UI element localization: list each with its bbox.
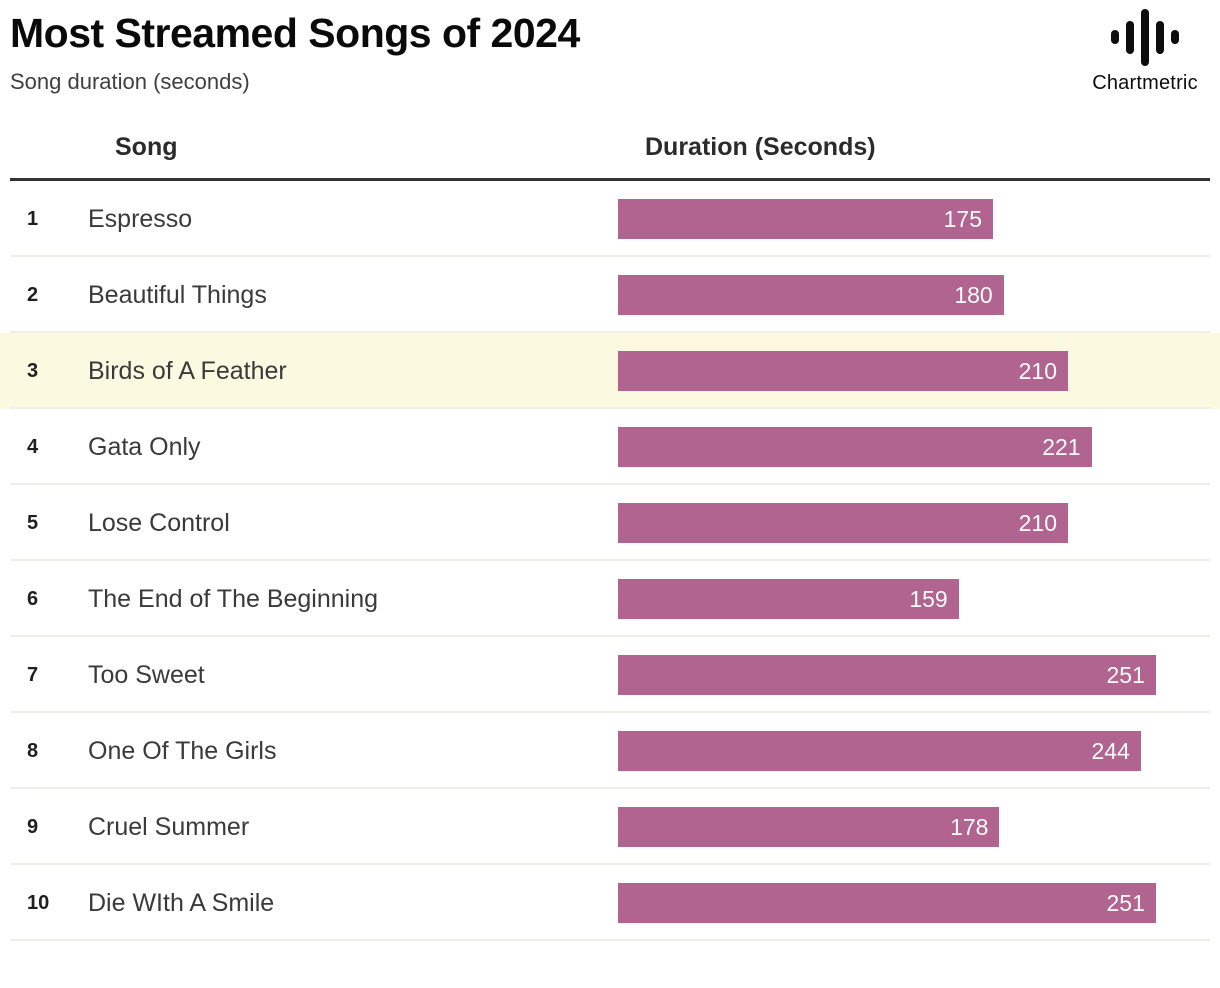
duration-bar: 210 <box>618 351 1069 392</box>
duration-bar-track: 175 <box>618 199 1183 240</box>
song-duration-table: Song Duration (Seconds) 1 Espresso 175 2… <box>0 115 1220 942</box>
row-rank: 2 <box>27 283 39 306</box>
table-body: 1 Espresso 175 2 Beautiful Things 180 3 … <box>0 181 1220 942</box>
row-rank: 4 <box>27 435 39 458</box>
duration-bar: 244 <box>618 731 1141 772</box>
duration-value-label: 210 <box>1018 509 1058 536</box>
chart-header: Most Streamed Songs of 2024 Song duratio… <box>0 0 1220 95</box>
duration-bar: 221 <box>618 427 1092 468</box>
duration-bar: 251 <box>618 883 1156 924</box>
brand-logo: Chartmetric <box>1080 8 1210 95</box>
duration-bar-track: 178 <box>618 807 1183 848</box>
duration-bar-track: 244 <box>618 731 1183 772</box>
duration-bar-track: 251 <box>618 655 1183 696</box>
column-header-song: Song <box>115 133 178 162</box>
row-song-name: Too Sweet <box>88 660 205 689</box>
table-row: 10 Die WIth A Smile 251 <box>0 865 1220 942</box>
table-row: 4 Gata Only 221 <box>0 409 1220 486</box>
row-song-name: The End of The Beginning <box>88 584 379 613</box>
waveform-bars-icon <box>1080 8 1210 66</box>
table-row: 7 Too Sweet 251 <box>0 637 1220 714</box>
page-subtitle: Song duration (seconds) <box>10 69 250 95</box>
row-rank: 10 <box>27 891 50 914</box>
duration-bar-track: 180 <box>618 275 1183 316</box>
duration-value-label: 244 <box>1091 737 1130 764</box>
table-row: 3 Birds of A Feather 210 <box>0 333 1220 410</box>
page-title: Most Streamed Songs of 2024 <box>10 10 580 56</box>
duration-value-label: 180 <box>954 281 993 308</box>
row-rank: 5 <box>27 511 39 534</box>
table-row: 2 Beautiful Things 180 <box>0 257 1220 334</box>
row-rank: 9 <box>27 815 39 838</box>
row-rank: 1 <box>27 207 39 230</box>
row-song-name: One Of The Girls <box>88 736 277 765</box>
duration-value-label: 159 <box>909 585 948 612</box>
column-header-duration: Duration (Seconds) <box>645 133 876 162</box>
duration-bar-track: 251 <box>618 883 1183 924</box>
row-song-name: Beautiful Things <box>88 280 267 309</box>
brand-name: Chartmetric <box>1092 72 1198 94</box>
duration-value-label: 221 <box>1042 433 1081 460</box>
duration-bar: 251 <box>618 655 1156 696</box>
table-row: 8 One Of The Girls 244 <box>0 713 1220 790</box>
row-song-name: Cruel Summer <box>88 812 250 841</box>
row-rank: 3 <box>27 359 39 382</box>
row-song-name: Gata Only <box>88 432 201 461</box>
row-rank: 7 <box>27 663 39 686</box>
duration-bar: 210 <box>618 503 1069 544</box>
table-row: 6 The End of The Beginning 159 <box>0 561 1220 638</box>
duration-value-label: 251 <box>1106 889 1145 916</box>
row-song-name: Espresso <box>88 204 193 233</box>
row-song-name: Die WIth A Smile <box>88 888 275 917</box>
row-rank: 6 <box>27 587 39 610</box>
duration-bar-track: 159 <box>618 579 1183 620</box>
row-rank: 8 <box>27 739 39 762</box>
duration-value-label: 175 <box>943 205 983 232</box>
row-song-name: Lose Control <box>88 508 230 537</box>
duration-bar: 175 <box>618 199 994 240</box>
row-song-name: Birds of A Feather <box>88 356 287 385</box>
duration-bar-track: 221 <box>618 427 1183 468</box>
table-row: 9 Cruel Summer 178 <box>0 789 1220 866</box>
duration-bar: 180 <box>618 275 1004 316</box>
duration-bar: 159 <box>618 579 959 620</box>
duration-value-label: 178 <box>950 813 989 840</box>
duration-bar-track: 210 <box>618 351 1183 392</box>
table-header-row: Song Duration (Seconds) <box>10 115 1210 182</box>
duration-bar-track: 210 <box>618 503 1183 544</box>
duration-value-label: 210 <box>1018 357 1058 384</box>
duration-bar: 178 <box>618 807 1000 848</box>
duration-value-label: 251 <box>1106 661 1145 688</box>
table-row: 1 Espresso 175 <box>0 181 1220 258</box>
table-row: 5 Lose Control 210 <box>0 485 1220 562</box>
